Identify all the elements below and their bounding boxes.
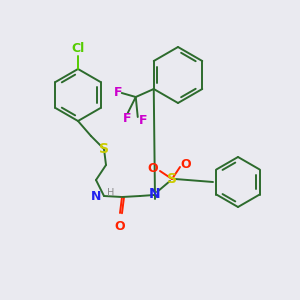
Text: O: O	[148, 161, 158, 175]
Text: O: O	[115, 220, 125, 233]
Text: F: F	[122, 112, 131, 125]
Text: N: N	[91, 190, 101, 203]
Text: S: S	[167, 172, 177, 186]
Text: S: S	[99, 142, 109, 156]
Text: H: H	[107, 188, 114, 198]
Text: F: F	[139, 115, 147, 128]
Text: F: F	[113, 86, 122, 100]
Text: Cl: Cl	[71, 42, 85, 55]
Text: O: O	[181, 158, 191, 170]
Text: N: N	[149, 187, 161, 201]
